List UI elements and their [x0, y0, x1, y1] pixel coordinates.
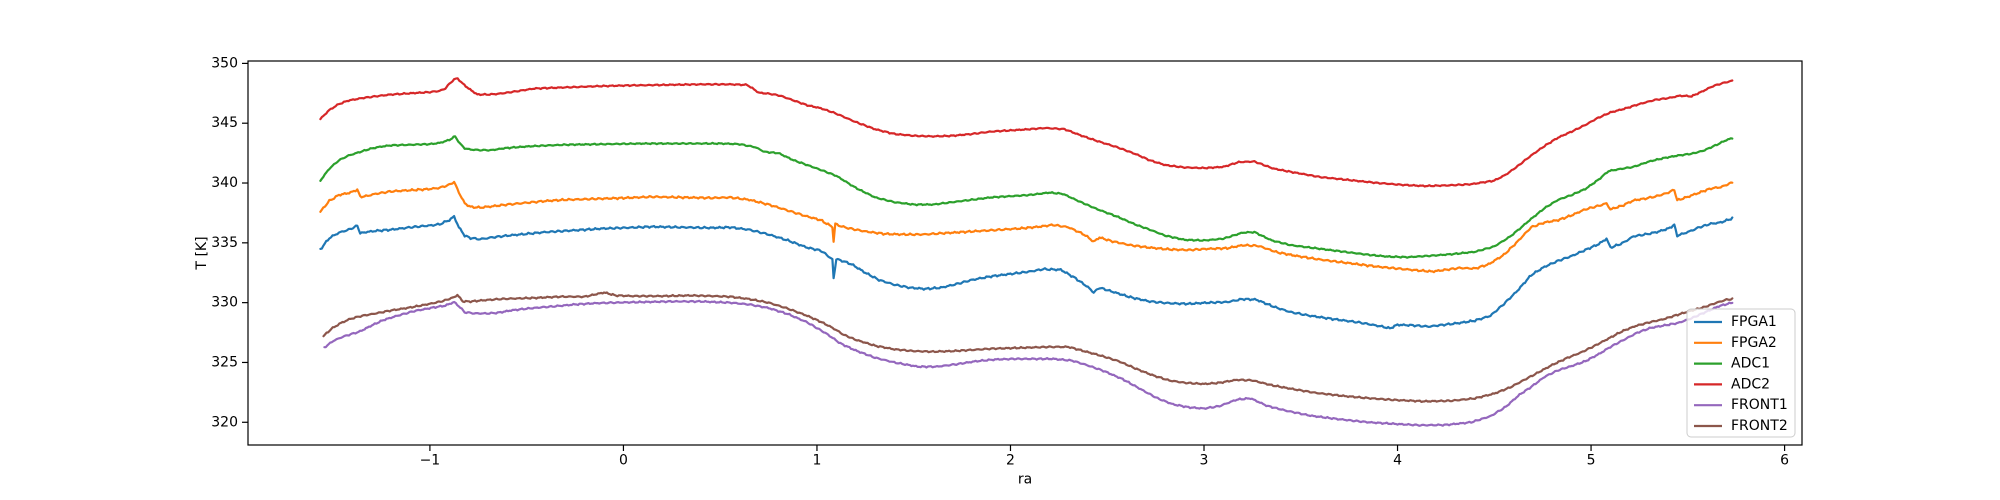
legend-label: FPGA2: [1731, 335, 1777, 351]
y-tick-label: 330: [211, 295, 238, 311]
series-line-ADC2: [319, 77, 1734, 188]
legend-label: ADC2: [1731, 376, 1770, 392]
series-line-FRONT2: [322, 291, 1734, 403]
series-group: [319, 77, 1734, 427]
x-tick-label: 6: [1780, 453, 1789, 469]
x-tick-label: 1: [813, 453, 822, 469]
plot-border: [247, 60, 1803, 446]
x-tick-label: 2: [1006, 453, 1015, 469]
legend-label: FRONT2: [1731, 418, 1788, 434]
series-line-FPGA2: [319, 180, 1734, 274]
x-tick-label: −1: [420, 453, 441, 469]
x-tick-label: 3: [1200, 453, 1209, 469]
series-line-FRONT1: [323, 299, 1734, 427]
legend-label: ADC1: [1731, 356, 1770, 372]
x-tick-label: 0: [619, 453, 628, 469]
x-tick-label: 5: [1587, 453, 1596, 469]
series-line-FPGA1: [319, 215, 1734, 330]
y-tick-label: 340: [211, 175, 238, 191]
y-tick-label: 320: [211, 414, 238, 430]
x-axis-label: ra: [1018, 472, 1032, 488]
y-tick-label: 325: [211, 354, 238, 370]
legend-label: FRONT1: [1731, 397, 1788, 413]
legend: FPGA1 FPGA2 ADC1 ADC2 FRONT1 FRONT2: [1686, 308, 1796, 438]
y-tick-label: 345: [211, 115, 238, 131]
x-tick-label: 4: [1393, 453, 1402, 469]
legend-label: FPGA1: [1731, 314, 1777, 330]
y-tick-label: 335: [211, 235, 238, 251]
y-axis-label: T [K]: [194, 236, 210, 270]
series-line-ADC1: [319, 135, 1734, 259]
y-tick-label: 350: [211, 55, 238, 71]
